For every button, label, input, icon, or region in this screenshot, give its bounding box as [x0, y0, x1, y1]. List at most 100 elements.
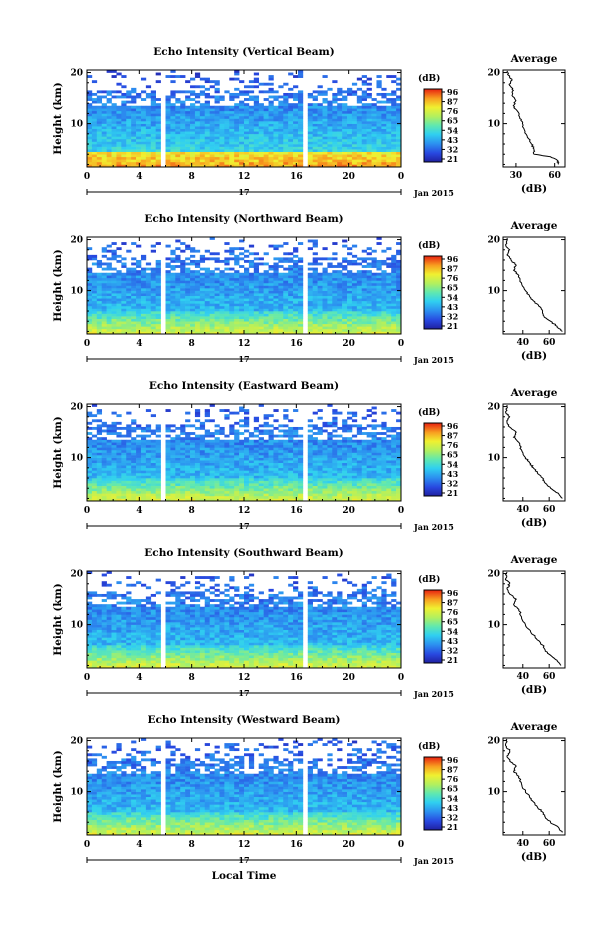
- heatmap-cell: [312, 108, 318, 112]
- heatmap-cell: [155, 472, 161, 476]
- heatmap-cell: [219, 149, 225, 152]
- heatmap-cell: [332, 95, 338, 99]
- heatmap-cell: [332, 98, 338, 101]
- heatmap-cell: [278, 305, 284, 309]
- heatmap-cell: [224, 331, 230, 335]
- heatmap-cell: [234, 138, 240, 142]
- heatmap-cell: [273, 490, 279, 494]
- heatmap-cell: [209, 252, 215, 256]
- heatmap-cell: [351, 293, 358, 297]
- colorbar-tick-label: 43: [447, 302, 459, 312]
- heatmap-cell: [342, 151, 348, 155]
- heatmap-cell: [386, 131, 392, 135]
- heatmap-cell: [140, 126, 147, 130]
- heatmap-cell: [180, 439, 186, 443]
- heatmap-cell: [239, 121, 245, 124]
- heatmap-cell: [131, 156, 137, 160]
- heatmap-cell: [253, 100, 260, 104]
- heatmap-cell: [351, 108, 358, 112]
- heatmap-cell: [371, 149, 377, 152]
- heatmap-cell: [312, 311, 318, 314]
- heatmap-cell: [283, 128, 289, 132]
- heatmap-cell: [116, 113, 122, 117]
- heatmap-cell: [150, 136, 156, 140]
- heatmap-cell: [126, 483, 132, 486]
- heatmap-cell: [91, 483, 98, 486]
- heatmap-cell: [288, 460, 294, 464]
- heatmap-cell: [307, 298, 313, 302]
- heatmap-cell: [244, 293, 250, 297]
- heatmap-cell: [396, 285, 402, 289]
- heatmap-cell: [111, 70, 117, 73]
- heatmap-cell: [116, 316, 122, 319]
- heatmap-cell: [278, 498, 284, 502]
- heatmap-cell: [155, 295, 161, 299]
- heatmap-cell: [342, 313, 348, 317]
- heatmap-cell: [165, 280, 171, 284]
- heatmap-cell: [185, 159, 191, 163]
- heatmap-cell: [273, 295, 279, 299]
- heatmap-cell: [381, 121, 387, 124]
- heatmap-cell: [366, 295, 372, 299]
- heatmap-cell: [111, 164, 117, 168]
- heatmap-cell: [185, 470, 191, 474]
- heatmap-cell: [234, 455, 240, 458]
- heatmap-cell: [150, 442, 156, 446]
- heatmap-cell: [101, 121, 107, 124]
- heatmap-cell: [268, 475, 274, 479]
- heatmap-cell: [209, 472, 215, 476]
- heatmap-cell: [180, 151, 186, 155]
- heatmap-cell: [96, 164, 103, 168]
- heatmap-cell: [199, 480, 206, 484]
- heatmap-cell: [126, 295, 132, 299]
- heatmap-cell: [234, 429, 240, 433]
- heatmap-cell: [199, 495, 206, 499]
- heatmap-cell: [116, 151, 122, 155]
- heatmap-cell: [312, 300, 318, 304]
- heatmap-cell: [381, 92, 387, 96]
- heatmap-cell: [106, 164, 112, 168]
- heatmap-cell: [150, 462, 156, 466]
- heatmap-cell: [239, 247, 245, 251]
- heatmap-cell: [101, 272, 107, 276]
- heatmap-cell: [312, 128, 318, 132]
- heatmap-cell: [190, 254, 196, 258]
- heatmap-cell: [170, 108, 176, 112]
- heatmap-cell: [224, 275, 230, 279]
- heatmap-cell: [268, 472, 274, 476]
- heatmap-cell: [190, 326, 196, 330]
- heatmap-cell: [150, 429, 156, 433]
- heatmap-cell: [91, 326, 98, 330]
- heatmap-cell: [140, 151, 147, 155]
- heatmap-cell: [278, 259, 284, 263]
- heatmap-cell: [351, 295, 358, 299]
- heatmap-cell: [170, 80, 176, 84]
- heatmap-cell: [175, 141, 181, 145]
- heatmap-cell: [101, 154, 107, 158]
- heatmap-cell: [199, 293, 206, 297]
- heatmap-cell: [366, 303, 372, 307]
- heatmap-cell: [175, 247, 181, 251]
- heatmap-cell: [273, 326, 279, 330]
- heatmap-cell: [376, 110, 382, 114]
- heatmap-cell: [347, 161, 353, 165]
- heatmap-cell: [283, 136, 289, 140]
- heatmap-cell: [145, 146, 152, 150]
- heatmap-cell: [386, 146, 392, 150]
- heatmap-cell: [121, 323, 127, 327]
- heatmap-cell: [126, 90, 132, 94]
- heatmap-cell: [116, 472, 122, 476]
- heatmap-cell: [121, 298, 127, 302]
- heatmap-cell: [131, 498, 137, 502]
- heatmap-cell: [342, 131, 348, 135]
- heatmap-cell: [376, 136, 382, 140]
- heatmap-cell: [111, 331, 117, 335]
- heatmap-cell: [371, 303, 377, 307]
- heatmap-cell: [165, 133, 171, 137]
- heatmap-cell: [87, 267, 93, 271]
- heatmap-cell: [170, 115, 176, 119]
- heatmap-cell: [288, 331, 294, 335]
- heatmap-cell: [317, 300, 323, 304]
- heatmap-cell: [170, 131, 176, 135]
- heatmap-cell: [347, 110, 353, 114]
